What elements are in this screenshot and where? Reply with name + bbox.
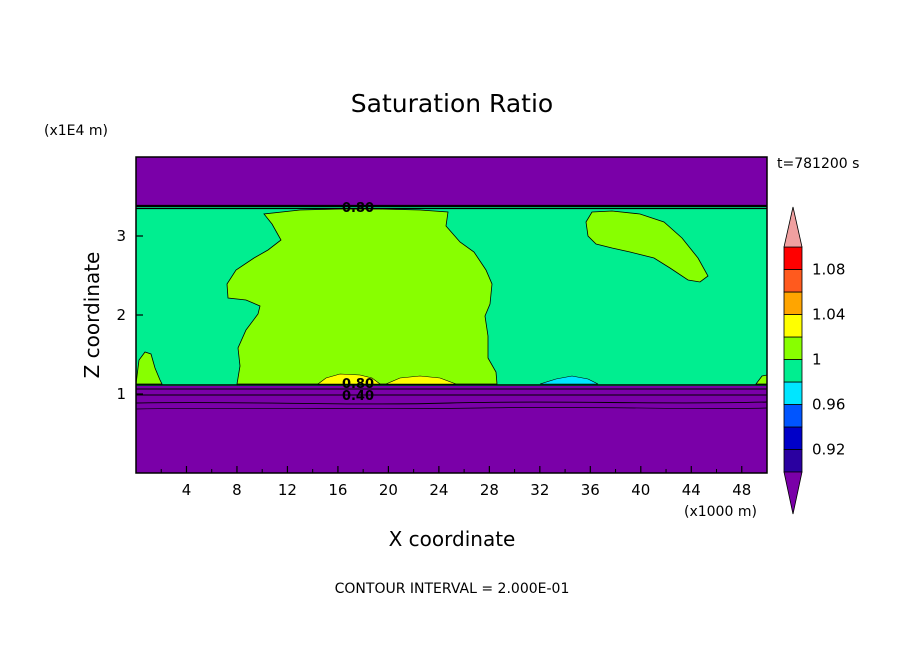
colorbar-label: 1.08: [812, 261, 845, 279]
colorbar-label: 1: [812, 351, 822, 369]
x-tick-label: 44: [682, 481, 701, 499]
contour-interval-note: CONTOUR INTERVAL = 2.000E-01: [335, 581, 570, 597]
y-unit-label: (x1E4 m): [44, 123, 108, 139]
colorbar-band: [783, 291, 803, 315]
colorbar-label: 0.96: [812, 396, 845, 414]
colorbar-band: [783, 269, 803, 293]
colorbar-band: [783, 246, 803, 270]
contour-line-base-5: [136, 407, 767, 410]
x-tick-label: 4: [182, 481, 192, 499]
x-unit-label: (x1000 m): [684, 504, 757, 520]
chart-title: Saturation Ratio: [351, 89, 553, 118]
region-cyan: [539, 375, 599, 385]
x-tick-label: 20: [379, 481, 398, 499]
x-tick-label: 36: [581, 481, 600, 499]
contour-fill-layer: [136, 157, 767, 473]
x-ticks: 4 8 12 16 20 24 28 32 36 40 44 48: [160, 466, 751, 499]
region-yellow-1: [317, 373, 381, 385]
x-axis-label: X coordinate: [389, 527, 516, 551]
colorbar-label: 0.92: [812, 441, 845, 459]
region-yellow-2: [385, 375, 457, 385]
x-tick-label: 24: [429, 481, 448, 499]
x-tick-label: 12: [278, 481, 297, 499]
region-lightgreen-right-bump: [755, 374, 767, 385]
region-top-purple: [136, 157, 767, 206]
colorbar-band: [783, 404, 803, 428]
colorbar-band: [783, 336, 803, 360]
y-tick-label: 1: [116, 385, 126, 403]
colorbar-band: [783, 426, 803, 450]
x-tick-label: 32: [530, 481, 549, 499]
contour-label-low: 0.40: [342, 389, 374, 404]
x-tick-label: 8: [232, 481, 242, 499]
region-bottom-purple: [136, 386, 767, 473]
time-label: t=781200 s: [777, 156, 859, 172]
contour-label-top: 0.80: [342, 201, 374, 216]
contour-line-base-4: [136, 401, 767, 405]
y-ticks: 1 2 3: [116, 227, 143, 403]
y-tick-label: 3: [116, 227, 126, 245]
colorbar-label: 1.04: [812, 306, 845, 324]
colorbar-band: [783, 314, 803, 338]
colorbar-band: [783, 359, 803, 383]
region-lightgreen-left-bump: [136, 351, 163, 385]
colorbar-band: [783, 381, 803, 405]
region-lightgreen-right: [585, 210, 709, 283]
x-tick-label: 16: [328, 481, 347, 499]
x-tick-label: 28: [480, 481, 499, 499]
y-axis-label: Z coordinate: [80, 252, 104, 379]
x-tick-label: 40: [631, 481, 650, 499]
region-lightgreen-main: [226, 208, 498, 385]
x-tick-label: 48: [732, 481, 751, 499]
contour-label-mid: 0.80: [342, 377, 374, 392]
colorbar-top-arrow: [783, 206, 803, 248]
y-tick-label: 2: [116, 306, 126, 324]
colorbar-bottom-arrow: [783, 471, 803, 515]
colorbar-band: [783, 449, 803, 473]
colorbar: 0.92 0.96 1 1.04 1.08: [783, 206, 845, 515]
